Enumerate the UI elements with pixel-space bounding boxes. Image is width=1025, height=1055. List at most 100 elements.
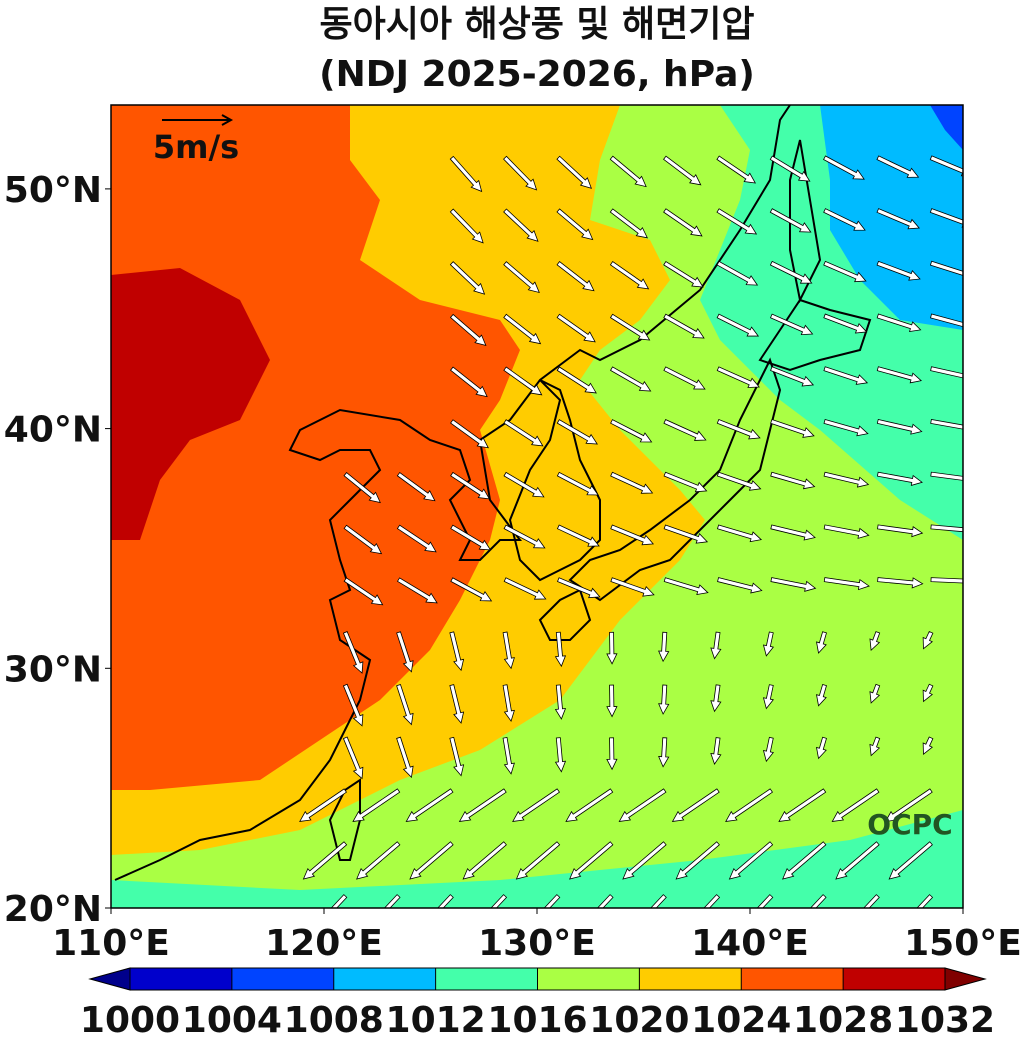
wind-arrow [770,524,816,541]
wind-arrow [663,366,706,390]
wind-arrow [663,155,702,186]
wind-arrow [556,313,596,343]
wind-arrow [663,524,709,544]
wind-arrow [503,366,543,396]
wind-arrow [503,524,546,549]
wind-arrow [663,208,703,237]
wind-arrow [450,419,489,449]
wind-arrow [884,788,933,822]
wind-arrow [876,313,922,332]
wind-arrow [396,577,438,604]
colorbar-bin [741,968,844,990]
wind-arrow [302,841,348,880]
wind-arrow [503,313,542,345]
colorbar-label: 1000 [80,1000,180,1041]
lon-tick-label: 140°E [691,923,809,964]
wind-arrow [863,894,880,908]
lat-tick-label: 50°N [4,170,102,211]
colorbar-label: 1016 [487,1000,587,1041]
wind-arrow [449,631,465,672]
wind-arrow [450,471,491,500]
wind-arrow [663,577,709,596]
wind-arrow [728,841,774,880]
wind-arrow [710,631,722,660]
wind-arrow [823,313,868,334]
pressure-field [111,268,270,540]
wind-arrow [609,261,650,290]
wind-arrow [930,471,963,481]
wind-arrow [554,684,567,720]
wind-arrow [770,366,815,387]
lon-tick-label: 110°E [52,923,170,964]
wind-arrow [565,788,614,822]
wind-arrow [762,631,774,657]
wind-arrow [449,261,486,295]
wind-arrow [556,524,600,547]
wind-arrow [930,313,963,331]
wind-arrow [769,260,813,284]
wind-arrow [876,155,920,178]
wind-arrow [823,524,870,539]
wind-arrow [449,736,465,777]
wind-arrow [831,788,880,822]
wind-arrow [606,684,618,718]
colorbar-bin [435,968,538,990]
wind-arrow [610,471,654,494]
wind-arrow [930,577,963,584]
wind-arrow [554,631,567,668]
wind-arrow [716,260,759,286]
wind-arrow [756,894,774,908]
wind-arrow [770,577,817,592]
wind-arrow [922,630,934,650]
wind-arrow [502,631,515,670]
wind-arrow [930,524,963,533]
wind-arrow [663,471,708,493]
wind-arrow [658,684,670,715]
wind-arrow [449,208,484,244]
wind-arrow [609,155,647,188]
wind-arrow [343,524,383,555]
colorbar-bin [231,968,334,990]
wind-arrow [409,841,454,880]
wind-arrow [503,419,544,447]
wind-arrow [396,471,436,502]
wind-arrow [650,894,667,908]
wind-arrow [823,471,870,488]
wind-arrow [663,313,705,339]
wind-arrow [823,577,870,591]
wind-arrow [352,788,401,822]
wind-arrow [716,208,758,235]
wind-arrow [503,577,547,600]
pressure-field [111,810,963,908]
wind-arrow [658,631,670,663]
wind-arrow [606,737,618,771]
wind-arrow [610,577,655,597]
wind-arrow [658,737,670,768]
pressure-field [111,105,520,790]
wind-arrow [816,684,827,707]
watermark: OCPC [867,808,952,841]
colorbar-label: 1032 [895,1000,995,1041]
lat-tick-label: 30°N [4,649,102,690]
wind-arrow [716,419,761,440]
wind-arrow [458,788,507,822]
wind-arrow [503,208,539,242]
wind-arrow [671,788,720,822]
wind-arrow [769,155,811,182]
map-area [111,105,963,908]
wind-arrow [449,313,487,346]
wind-arrow [449,684,465,724]
wind-arrow [929,208,963,228]
wind-arrow [502,684,515,722]
colorbar-label: 1028 [793,1000,893,1041]
wind-arrow [929,260,963,280]
wind-arrow [869,683,881,704]
wind-arrow [717,577,763,594]
wind-arrow [502,737,515,775]
wind-arrow [556,155,593,189]
wind-arrow [716,313,760,337]
wind-arrow [716,524,763,543]
title: 동아시아 해상풍 및 해면기압 [319,4,754,45]
wind-arrow [610,366,652,392]
